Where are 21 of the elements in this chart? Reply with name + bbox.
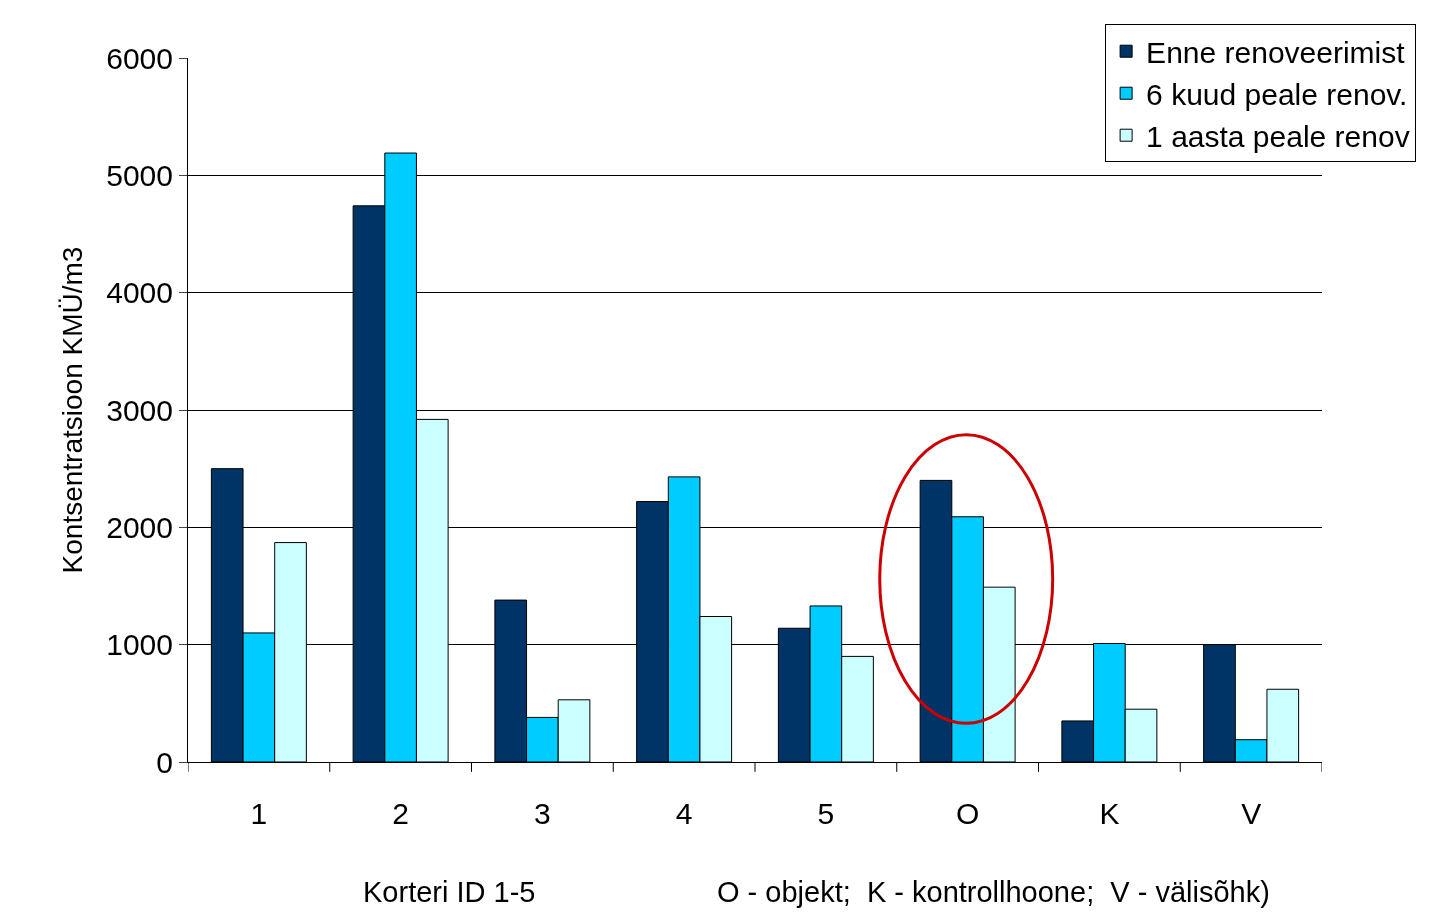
x-tick-label: 4 <box>675 797 693 830</box>
x-tick-label: 5 <box>817 797 835 830</box>
text: O - objekt; K - kontrollhoone; V - välisõhk) <box>717 876 1270 908</box>
x-tick-label: 3 <box>534 797 551 830</box>
text: Korteri ID 1-5 <box>363 876 536 908</box>
x-tick-label: O <box>955 797 980 830</box>
x-tick-label: K <box>1099 797 1120 830</box>
y-tick-label: 6000 <box>106 41 173 75</box>
y-tick-label: 4000 <box>106 276 173 310</box>
x-tick-label: 2 <box>392 797 409 830</box>
legend-label: Enne renoveerimist <box>1146 35 1406 69</box>
legend-label: 6 kuud peale renov. <box>1146 77 1408 111</box>
x-tick-label: 1 <box>250 797 268 830</box>
y-tick-label: 0 <box>156 745 173 779</box>
y-tick-label: 3000 <box>106 393 173 427</box>
y-tick-label: 1000 <box>106 628 173 662</box>
y-tick-label: 2000 <box>106 510 173 544</box>
x-tick-label: V <box>1241 797 1262 830</box>
y-tick-label: 5000 <box>106 158 173 192</box>
y-axis-title: Kontsentratsioon KMÜ/m3 <box>56 246 88 574</box>
legend-label: 1 aasta peale renov <box>1146 119 1410 153</box>
